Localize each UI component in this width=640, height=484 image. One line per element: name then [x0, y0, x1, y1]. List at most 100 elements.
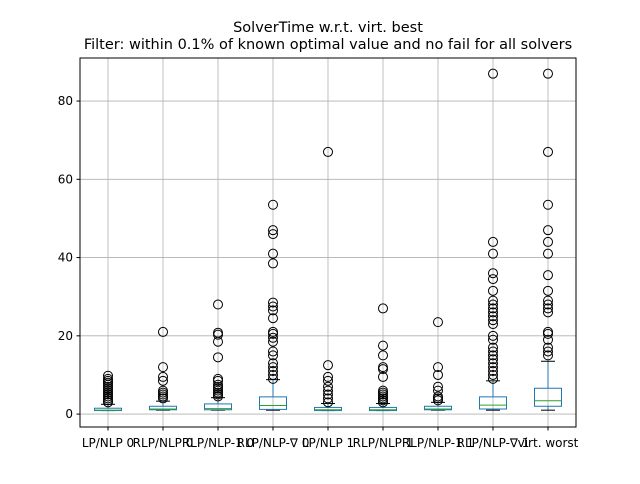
- outlier-point: [488, 248, 498, 259]
- outlier-point: [103, 373, 113, 384]
- box: [259, 396, 287, 410]
- outlier-point: [543, 270, 553, 281]
- outlier-point: [488, 303, 498, 314]
- outlier-point: [158, 385, 168, 396]
- outlier-point: [543, 326, 553, 337]
- outlier-point: [543, 334, 553, 345]
- outlier-point: [543, 346, 553, 357]
- outlier-point: [488, 311, 498, 322]
- outlier-point: [323, 385, 333, 396]
- outlier-point: [213, 327, 223, 338]
- outlier-point: [323, 393, 333, 404]
- y-tick-label: 0: [65, 407, 73, 421]
- outlier-point: [433, 317, 443, 328]
- box: [479, 396, 507, 410]
- grid: [80, 58, 576, 427]
- boxes: [94, 68, 562, 412]
- x-tick-label: LP/NLP 1: [302, 436, 354, 450]
- outlier-point: [543, 68, 553, 79]
- outlier-point: [433, 381, 443, 392]
- outlier-point: [323, 397, 333, 408]
- outlier-point: [488, 274, 498, 285]
- outlier-point: [323, 381, 333, 392]
- outlier-point: [323, 389, 333, 400]
- outlier-point: [488, 358, 498, 369]
- outlier-point: [158, 326, 168, 337]
- outlier-point: [213, 373, 223, 384]
- outlier-point: [158, 375, 168, 386]
- outlier-point: [268, 346, 278, 357]
- box: [534, 387, 562, 407]
- outlier-point: [488, 330, 498, 341]
- box: [369, 406, 397, 412]
- outlier-point: [268, 369, 278, 380]
- y-tick-label: 80: [58, 94, 73, 108]
- x-tick-label: RLP/NLP 0: [133, 436, 194, 450]
- outlier-point: [268, 326, 278, 337]
- outlier-point: [433, 362, 443, 373]
- box: [204, 403, 232, 411]
- x-tick-label: RLP/NLP-∇ 0: [237, 436, 310, 450]
- outlier-point: [543, 225, 553, 236]
- outlier-point: [433, 391, 443, 402]
- outlier-point: [488, 268, 498, 279]
- outlier-point: [378, 340, 388, 351]
- x-tick-label: LP/NLP 0: [82, 436, 134, 450]
- outlier-point: [488, 68, 498, 79]
- outlier-point: [488, 366, 498, 377]
- y-axis: 0 20 40 60 80: [58, 94, 80, 421]
- outlier-point: [543, 303, 553, 314]
- outlier-point: [543, 248, 553, 259]
- outlier-point: [488, 299, 498, 310]
- outlier-point: [488, 319, 498, 330]
- outlier-point: [488, 350, 498, 361]
- outlier-point: [268, 358, 278, 369]
- outlier-point: [323, 375, 333, 386]
- outlier-point: [488, 346, 498, 357]
- outlier-point: [268, 199, 278, 210]
- outlier-point: [543, 307, 553, 318]
- outlier-point: [158, 362, 168, 373]
- x-tick-label: RLP/NLP-∇ 1: [457, 436, 530, 450]
- outlier-point: [268, 313, 278, 324]
- outlier-point: [488, 373, 498, 384]
- box: [314, 406, 342, 412]
- outlier-point: [378, 362, 388, 373]
- outlier-point: [158, 371, 168, 382]
- outlier-point: [378, 303, 388, 314]
- outlier-point: [213, 299, 223, 310]
- outlier-point: [268, 336, 278, 347]
- outlier-point: [268, 366, 278, 377]
- outlier-point: [488, 354, 498, 365]
- outlier-point: [433, 369, 443, 380]
- outlier-point: [268, 229, 278, 240]
- outlier-point: [488, 236, 498, 247]
- outlier-point: [213, 379, 223, 390]
- y-tick-label: 20: [58, 329, 73, 343]
- outlier-point: [268, 305, 278, 316]
- outlier-point: [488, 362, 498, 373]
- outlier-point: [103, 370, 113, 381]
- outlier-point: [543, 236, 553, 247]
- outlier-point: [323, 360, 333, 371]
- outlier-point: [378, 371, 388, 382]
- outlier-point: [543, 285, 553, 296]
- outlier-point: [268, 301, 278, 312]
- outlier-point: [268, 225, 278, 236]
- x-tick-label: RLP/NLP-1 1: [402, 436, 474, 450]
- outlier-point: [378, 385, 388, 396]
- outlier-point: [543, 350, 553, 361]
- outlier-point: [543, 299, 553, 310]
- x-tick-label: RLP/NLP-1 0: [182, 436, 254, 450]
- outlier-point: [268, 362, 278, 373]
- outlier-point: [323, 371, 333, 382]
- outlier-point: [323, 146, 333, 157]
- box: [149, 405, 177, 411]
- outlier-point: [268, 373, 278, 384]
- outlier-point: [488, 285, 498, 296]
- outlier-point: [488, 307, 498, 318]
- outlier-point: [488, 342, 498, 353]
